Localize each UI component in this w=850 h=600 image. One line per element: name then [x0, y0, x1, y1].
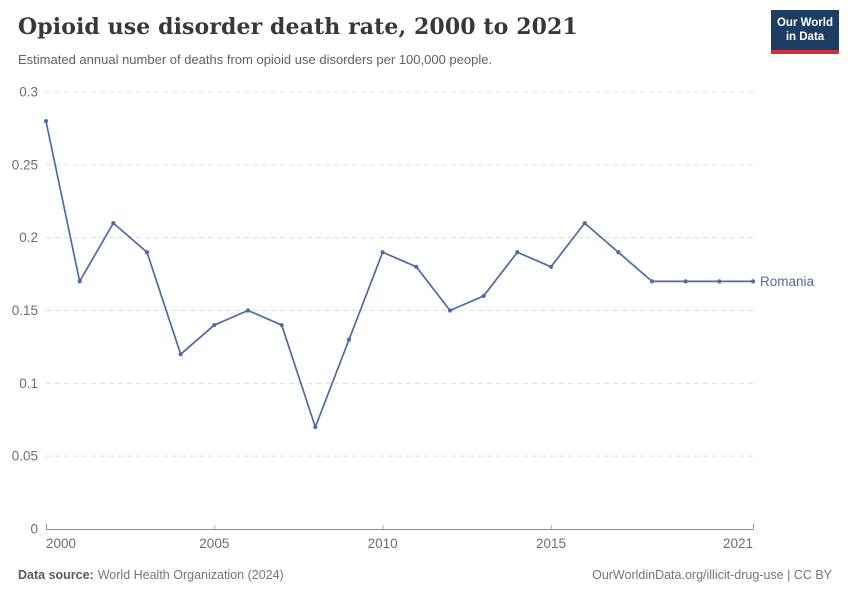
data-point[interactable]	[144, 250, 150, 255]
data-point[interactable]	[43, 119, 49, 124]
data-point[interactable]	[515, 250, 520, 255]
owid-logo-accent-bar	[771, 49, 839, 54]
data-point[interactable]	[77, 279, 82, 284]
y-tick-label: 0.05	[12, 449, 38, 464]
data-point[interactable]	[212, 322, 217, 328]
data-point[interactable]	[447, 308, 453, 313]
data-point[interactable]	[414, 264, 419, 269]
data-line	[45, 120, 754, 428]
owid-logo[interactable]: Our World in Data	[771, 10, 839, 54]
data-point[interactable]	[649, 279, 655, 284]
data-source-note: Data source: World Health Organization (2…	[18, 568, 284, 582]
data-point[interactable]	[616, 250, 621, 255]
data-point[interactable]	[717, 279, 722, 284]
line-chart-area[interactable]: 0 0.05 0.1 0.15 0.2 0.25 0.3 2000 2005 2010 2015 20…	[0, 80, 850, 555]
chart-subtitle: Estimated annual number of deaths from o…	[18, 52, 493, 67]
line-chart-canvas[interactable]: 0 0.05 0.1 0.15 0.2 0.25 0.3 2000 2005 2010 2015 20…	[0, 80, 850, 555]
data-point[interactable]	[245, 308, 251, 313]
y-tick-label: 0.3	[19, 85, 38, 100]
owid-license-link[interactable]: OurWorldinData.org/illicit-drug-use | CC…	[592, 568, 832, 582]
data-point[interactable]	[750, 279, 756, 284]
owid-logo-line1: Our World	[776, 17, 833, 29]
chart-footer: Data source: World Health Organization (2…	[18, 568, 832, 582]
y-tick-label: 0.25	[12, 157, 38, 172]
x-tick-label: 2010	[368, 536, 398, 551]
data-point[interactable]	[481, 293, 486, 299]
data-point[interactable]	[111, 221, 116, 226]
owid-logo-line2: in Data	[785, 31, 825, 44]
y-tick-label: 0	[30, 522, 38, 537]
data-point[interactable]	[178, 352, 183, 357]
data-point[interactable]	[279, 322, 284, 328]
series-label: Romania	[760, 274, 815, 289]
owid-logo-text: Our World in Data	[771, 10, 839, 50]
data-point[interactable]	[346, 337, 352, 342]
x-tick-label: 2005	[199, 536, 229, 551]
y-tick-label: 0.1	[19, 376, 38, 391]
x-tick-label: 2000	[46, 536, 76, 551]
data-source-value: World Health Organization (2024)	[97, 568, 284, 582]
x-tick-label: 2021	[723, 536, 753, 551]
data-source-label: Data source:	[18, 568, 94, 582]
data-point[interactable]	[313, 424, 318, 430]
x-tick-label: 2015	[536, 536, 566, 551]
data-point[interactable]	[548, 264, 554, 269]
data-point[interactable]	[380, 250, 385, 255]
y-tick-label: 0.2	[19, 230, 38, 245]
data-point[interactable]	[683, 279, 688, 284]
data-point[interactable]	[582, 221, 587, 226]
y-tick-label: 0.15	[12, 303, 38, 318]
chart-title: Opioid use disorder death rate, 2000 to …	[18, 14, 578, 40]
